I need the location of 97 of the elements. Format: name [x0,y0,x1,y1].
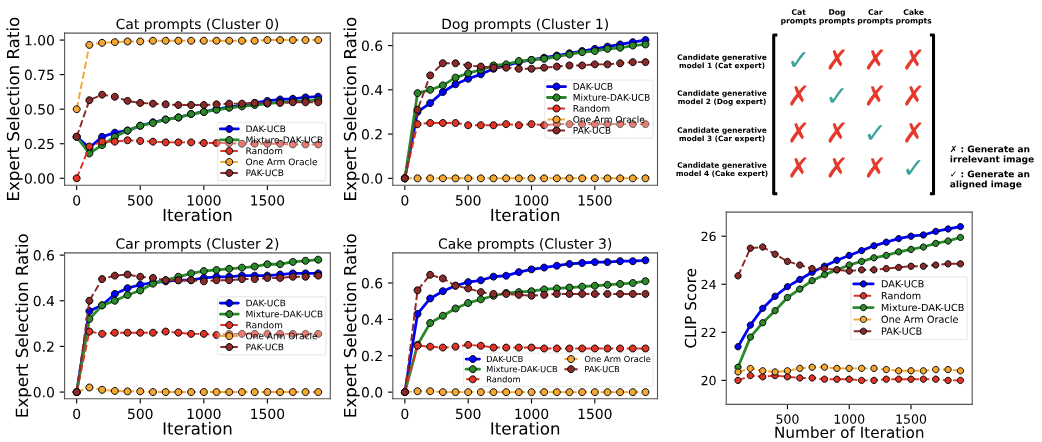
x-axis-title: Iteration [163,208,232,222]
x-tick-label: 0 [73,408,81,420]
y-tick-label: 0.4 [33,295,55,307]
x-axis-title: Iteration [491,208,560,222]
text: ✗ [790,157,807,178]
y-tick-label: 0.6 [361,40,383,52]
x-tick-label: 1500 [896,414,927,424]
text: ✗ [905,85,922,106]
chart-title: Cake prompts (Cluster 3) [438,238,612,252]
text: ✗ [866,49,884,70]
y-tick-label: 0.75 [24,69,54,81]
y-tick-label: 0.2 [33,341,54,352]
y-tick-label: 0.25 [24,138,54,150]
y-tick-label: 0.50 [24,104,54,115]
y-axis-title: Expert Selection Ratio [343,17,360,200]
x-tick-label: 500 [776,414,799,424]
x-tick-label: 500 [128,195,153,206]
y-axis-title: Expert Selection Ratio [343,234,360,417]
y-tick-label: 20 [701,375,716,386]
text: ✓ [791,52,806,67]
x-tick-label: 0 [73,195,81,206]
x-tick-label: 0 [401,195,409,206]
y-tick-label: 0.4 [361,84,383,96]
x-tick-label: 500 [456,195,481,206]
y-tick-label: 0.00 [24,173,54,184]
x-tick-label: 500 [456,408,481,420]
x-tick-label: 1000 [187,408,221,420]
text: ✗ [790,85,807,106]
legend-label: PAK-UCB [881,327,922,335]
y-axis-title: CLIP Score [684,268,697,348]
legend-label: Random [246,321,283,329]
y-axis-title: Expert Selection Ratio [6,17,23,200]
legend-label: Mixture-DAK-UCB [486,365,558,373]
legend-label: Random [246,147,283,155]
legend-label: DAK-UCB [881,280,924,288]
y-tick-label: 22 [701,327,716,338]
y-tick-label: 24 [701,279,716,290]
y-tick-label: 0.0 [361,173,383,184]
y-tick-label: 0.2 [361,350,382,362]
x-tick-label: 1000 [834,414,865,424]
legend-label: DAK-UCB [246,125,286,133]
y-tick-label: 0.6 [361,277,383,289]
text: ✗ : Generate an irrelevant image [950,145,1034,165]
legend-label: One Arm Oracle [573,115,645,123]
y-axis-title: Expert Selection Ratio [15,234,32,417]
legend-label: Random [881,291,921,300]
text: ✗ [828,49,845,70]
legend-label: PAK-UCB [246,343,284,351]
chart-title: Car prompts (Cluster 2) [116,238,279,252]
legend-label: PAK-UCB [246,169,284,177]
text: ✗ [905,122,922,143]
legend-label: One Arm Oracle [584,355,651,363]
x-tick-label: 500 [128,408,153,420]
legend-label: Random [486,375,520,383]
legend-label: Mixture-DAK-UCB [881,303,964,312]
text: ✗ [790,122,807,143]
y-tick-label: 26 [701,231,716,242]
x-tick-label: 1000 [515,408,549,420]
y-tick-label: 1.00 [25,35,54,46]
legend-label: Mixture-DAK-UCB [246,136,323,144]
text: ✗ [866,157,884,178]
x-tick-label: 0 [401,408,409,420]
legend-label: DAK-UCB [486,355,523,363]
text: ✓ [906,159,921,175]
y-tick-label: 0.4 [361,314,383,325]
legend-label: DAK-UCB [573,82,613,90]
x-tick-label: 1500 [578,195,612,206]
legend-label: PAK-UCB [573,126,611,134]
y-tick-label: 0.2 [361,129,382,140]
x-axis-title: Iteration [491,421,560,435]
text: ✓ [829,88,844,103]
legend-label: Mixture-DAK-UCB [246,310,323,318]
y-tick-label: 0.6 [33,250,55,261]
x-tick-label: 1500 [251,195,285,206]
y-tick-label: 0.0 [361,387,383,398]
text: ✗ [828,157,845,178]
x-axis-title: Iteration [163,421,232,435]
x-tick-label: 1500 [251,408,285,420]
legend-label: PAK-UCB [585,365,620,373]
text: ✗ [828,122,845,143]
x-tick-label: 1500 [578,408,612,420]
x-axis-title: Number of Iteration [775,426,924,439]
text: ✓ : Generate an aligned image [950,170,1030,190]
legend-label: One Arm Oracle [246,158,318,166]
legend-label: DAK-UCB [246,299,286,307]
legend-label: One Arm Oracle [246,332,318,340]
text: ✓ [867,125,883,140]
legend-label: One Arm Oracle [881,315,958,323]
text: ✗ [905,49,922,70]
text: ✗ [866,85,884,106]
y-tick-label: 0.0 [33,387,54,398]
legend-label: Mixture-DAK-UCB [573,93,650,101]
chart-title: Cat prompts (Cluster 0) [116,18,279,32]
legend-label: Random [573,104,610,112]
chart-title: Dog prompts (Cluster 1) [442,18,608,32]
x-tick-label: 1000 [515,195,549,206]
x-tick-label: 1000 [187,195,221,206]
